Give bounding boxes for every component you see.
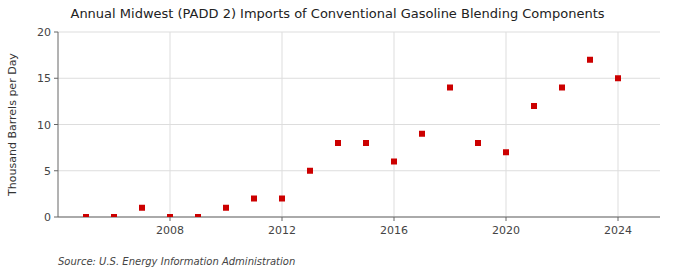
point: [251, 196, 257, 202]
x-grid-line: [618, 32, 619, 217]
x-tick: [618, 217, 619, 221]
y-tick-label: 0: [44, 211, 51, 224]
y-grid-line: [58, 78, 660, 79]
point: [83, 214, 89, 217]
point: [195, 214, 201, 217]
point: [335, 140, 341, 146]
point: [391, 159, 397, 165]
x-tick-label: 2020: [492, 224, 520, 237]
point: [111, 214, 117, 217]
grid: [58, 32, 660, 217]
y-tick: [54, 78, 58, 79]
y-grid-line: [58, 217, 660, 218]
x-tick-label: 2024: [604, 224, 632, 237]
x-tick-label: 2016: [380, 224, 408, 237]
point: [587, 57, 593, 63]
y-tick-label: 10: [37, 119, 51, 132]
y-grid-line: [58, 32, 660, 33]
y-axis: [58, 32, 59, 217]
x-grid-line: [170, 32, 171, 217]
x-tick: [394, 217, 395, 221]
point: [363, 140, 369, 146]
x-axis: [58, 217, 660, 218]
y-grid-line: [58, 124, 660, 125]
point: [223, 205, 229, 211]
point: [475, 140, 481, 146]
x-grid-line: [394, 32, 395, 217]
y-tick-label: 5: [44, 165, 51, 178]
y-tick-label: 20: [37, 26, 51, 39]
points: [83, 57, 621, 217]
source-note: Source: U.S. Energy Information Administ…: [58, 256, 295, 267]
y-tick: [54, 217, 58, 218]
x-tick-label: 2008: [156, 224, 184, 237]
y-tick: [54, 32, 58, 33]
point: [615, 75, 621, 81]
y-axis-label: Thousand Barrels per Day: [6, 53, 19, 197]
y-grid-line: [58, 170, 660, 171]
x-tick: [506, 217, 507, 221]
point: [447, 85, 453, 91]
x-tick: [282, 217, 283, 221]
chart: Annual Midwest (PADD 2) Imports of Conve…: [0, 0, 675, 275]
y-tick: [54, 124, 58, 125]
x-tick: [170, 217, 171, 221]
point: [279, 196, 285, 202]
x-tick-label: 2012: [268, 224, 296, 237]
point: [531, 103, 537, 109]
point: [559, 85, 565, 91]
x-grid-line: [506, 32, 507, 217]
y-tick: [54, 170, 58, 171]
point: [139, 205, 145, 211]
point: [167, 214, 173, 217]
point: [419, 131, 425, 137]
title: Annual Midwest (PADD 2) Imports of Conve…: [70, 6, 604, 21]
y-tick-label: 15: [37, 72, 51, 85]
point: [503, 149, 509, 155]
x-grid-line: [282, 32, 283, 217]
point: [307, 168, 313, 174]
